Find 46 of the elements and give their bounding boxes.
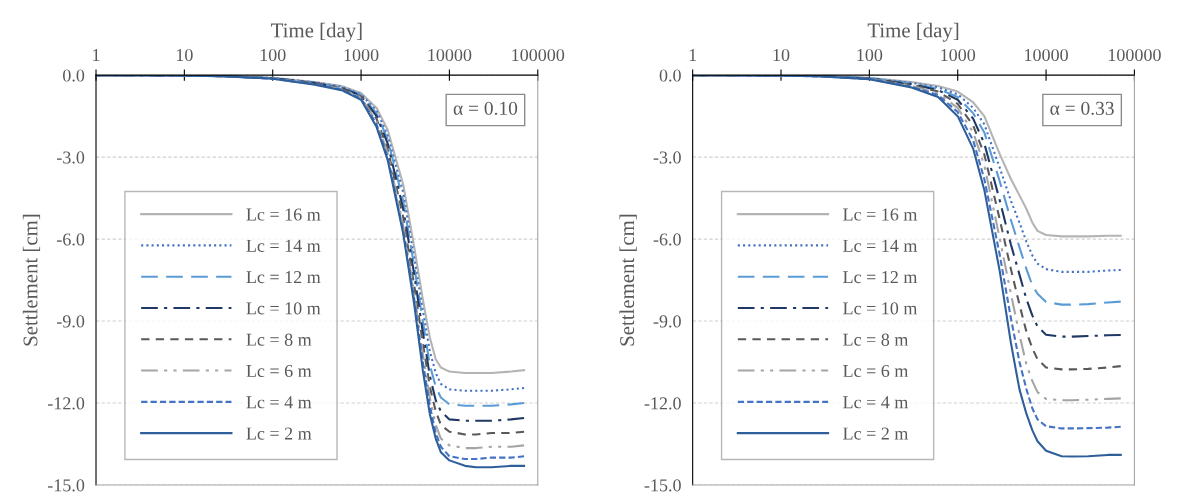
legend-label: Lc = 8 m [246, 333, 312, 346]
legend-label: Lc = 16 m [843, 208, 918, 221]
x-tick-label: 10 [176, 48, 193, 62]
annotation: α = 0.33 [1050, 101, 1114, 115]
y-axis-title: Settlement [cm] [619, 214, 637, 346]
x-tick-label: 1 [93, 48, 100, 61]
y-axis-title: Settlement [cm] [22, 214, 41, 346]
legend-label: Lc = 16 m [246, 208, 321, 221]
y-tick-label: -9.0 [653, 315, 681, 328]
y-tick-label: -12.0 [644, 397, 681, 410]
x-tick-label: 100 [260, 48, 286, 62]
y-tick-label: -6.0 [653, 233, 681, 246]
legend-label: Lc = 8 m [843, 333, 909, 346]
legend-label: Lc = 14 m [843, 239, 918, 252]
legend-label: Lc = 4 m [843, 396, 909, 409]
x-tick-label: 1000 [941, 48, 976, 62]
y-tick-label: -3.0 [56, 151, 85, 164]
x-tick-label: 10000 [1025, 48, 1068, 62]
x-tick-label: 1000 [344, 48, 379, 62]
legend-label: Lc = 4 m [246, 396, 312, 409]
x-tick-label: 10 [773, 48, 790, 62]
x-tick-label: 100 [857, 48, 883, 62]
y-tick-label: -3.0 [653, 151, 681, 164]
legend-label: Lc = 12 m [246, 271, 321, 284]
y-tick-label: -15.0 [47, 479, 85, 492]
x-tick-label: 100000 [512, 48, 565, 62]
legend-label: Lc = 2 m [246, 427, 312, 440]
legend-label: Lc = 12 m [843, 271, 918, 284]
legend-label: Lc = 2 m [843, 427, 909, 440]
x-axis-title: Time [day] [867, 22, 959, 42]
legend-label: Lc = 6 m [246, 364, 312, 378]
annotation: α = 0.10 [453, 101, 518, 115]
legend-label: Lc = 10 m [246, 302, 321, 315]
legend-label: Lc = 14 m [246, 239, 321, 252]
y-tick-label: -9.0 [56, 315, 85, 328]
y-tick-label: -15.0 [644, 479, 681, 492]
legend-label: Lc = 10 m [843, 302, 918, 315]
x-tick-label: 1 [689, 48, 697, 61]
legend-label: Lc = 6 m [843, 364, 909, 378]
x-axis-title: Time [day] [271, 22, 362, 42]
y-tick-label: -12.0 [47, 397, 85, 410]
y-tick-label: 0.0 [659, 69, 681, 82]
y-tick-label: 0.0 [63, 69, 85, 82]
x-tick-label: 100000 [1108, 48, 1161, 62]
y-tick-label: -6.0 [56, 233, 85, 246]
x-tick-label: 10000 [428, 48, 472, 62]
